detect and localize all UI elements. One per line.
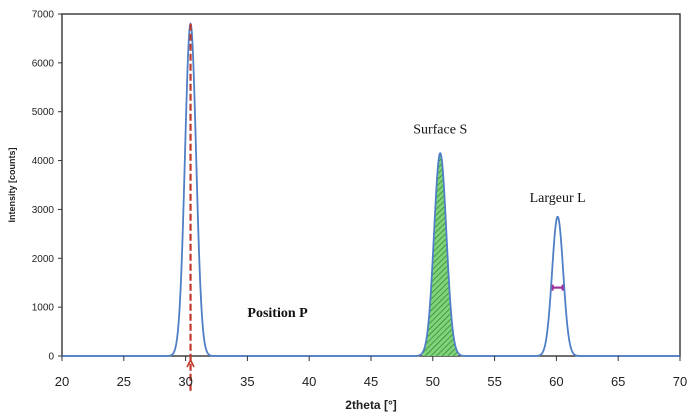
- y-tick-label: 2000: [32, 254, 55, 265]
- annotation-label: Surface S: [413, 123, 467, 138]
- x-tick-label: 25: [117, 374, 131, 389]
- y-tick-label: 5000: [32, 107, 55, 118]
- y-tick-label: 1000: [32, 303, 55, 314]
- x-tick-label: 45: [364, 374, 378, 389]
- y-axis-title: Intensity [counts]: [7, 147, 17, 222]
- y-tick-label: 6000: [32, 58, 55, 69]
- annotation-layer: Position P Surface S Largeur L: [247, 123, 585, 321]
- x-tick-label: 30: [178, 374, 192, 389]
- marker-layer: [186, 23, 564, 393]
- surface-area-fill: [422, 153, 458, 356]
- y-tick-label: 4000: [32, 156, 55, 167]
- plot-frame: [61, 13, 681, 357]
- curve-layer: [62, 22, 680, 357]
- y-axis: 0 1000 2000 3000 4000 5000 6000 7000: [32, 10, 62, 363]
- annotation-label: Position P: [247, 306, 308, 321]
- x-tick-label: 65: [611, 374, 625, 389]
- x-tick-label: 70: [673, 374, 687, 389]
- position-arrow: [186, 358, 195, 368]
- x-axis: 20 25 30 35 40 45 50 55 60 65 70: [55, 356, 687, 389]
- annotation-label: Largeur L: [530, 191, 586, 206]
- y-tick-label: 7000: [32, 10, 55, 21]
- x-tick-label: 35: [240, 374, 254, 389]
- surface-fill-layer: [422, 153, 458, 356]
- x-axis-title: 2theta [°]: [345, 398, 396, 412]
- diffraction-curve: [62, 22, 680, 357]
- x-tick-label: 50: [426, 374, 440, 389]
- x-tick-label: 40: [302, 374, 316, 389]
- x-tick-label: 55: [487, 374, 501, 389]
- y-tick-label: 3000: [32, 205, 55, 216]
- x-tick-label: 60: [549, 374, 563, 389]
- x-tick-label: 20: [55, 374, 69, 389]
- y-tick-label: 0: [48, 352, 54, 363]
